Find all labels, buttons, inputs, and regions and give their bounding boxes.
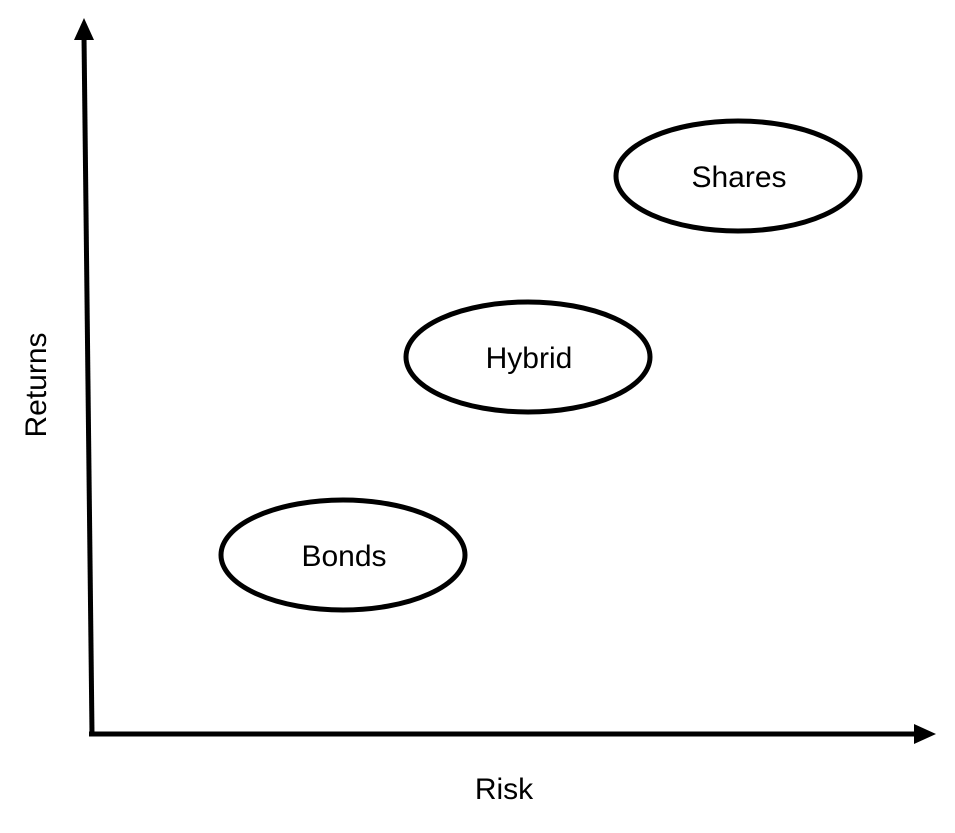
x-axis-arrowhead xyxy=(914,724,936,744)
y-axis-label: Returns xyxy=(20,332,53,437)
bonds-label: Bonds xyxy=(301,540,386,573)
shares-ellipse xyxy=(613,118,863,234)
shares-node: Shares xyxy=(613,118,863,234)
hybrid-ellipse xyxy=(403,299,653,415)
hybrid-label: Hybrid xyxy=(486,342,573,375)
x-axis-label: Risk xyxy=(475,773,534,806)
y-axis-arrowhead xyxy=(74,18,94,40)
bonds-node: Bonds xyxy=(218,497,468,613)
bonds-ellipse xyxy=(218,497,468,613)
hybrid-node: Hybrid xyxy=(403,299,653,415)
shares-label: Shares xyxy=(691,161,786,194)
y-axis-line xyxy=(81,35,95,735)
